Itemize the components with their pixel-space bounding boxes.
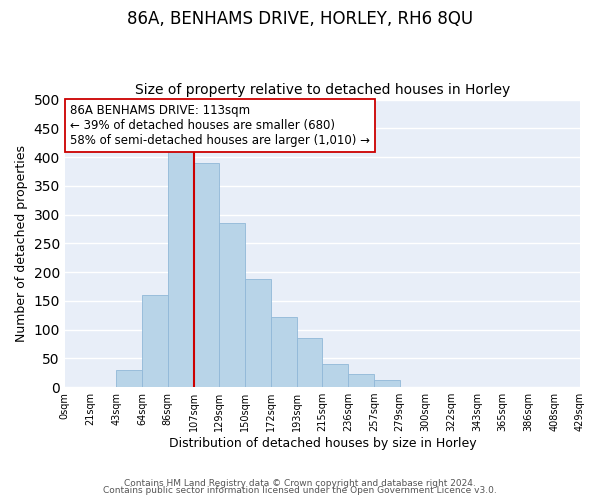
- Bar: [168, 152, 194, 387]
- Bar: [220, 223, 245, 387]
- Bar: [374, 380, 400, 387]
- Title: Size of property relative to detached houses in Horley: Size of property relative to detached ho…: [135, 83, 510, 97]
- Bar: [142, 295, 168, 387]
- Bar: [194, 163, 220, 387]
- Bar: [348, 374, 374, 387]
- Y-axis label: Number of detached properties: Number of detached properties: [15, 145, 28, 342]
- Text: Contains public sector information licensed under the Open Government Licence v3: Contains public sector information licen…: [103, 486, 497, 495]
- Text: 86A, BENHAMS DRIVE, HORLEY, RH6 8QU: 86A, BENHAMS DRIVE, HORLEY, RH6 8QU: [127, 10, 473, 28]
- Bar: [245, 279, 271, 387]
- Bar: [296, 338, 322, 387]
- Bar: [116, 370, 142, 387]
- Bar: [322, 364, 348, 387]
- X-axis label: Distribution of detached houses by size in Horley: Distribution of detached houses by size …: [169, 437, 476, 450]
- Text: 86A BENHAMS DRIVE: 113sqm
← 39% of detached houses are smaller (680)
58% of semi: 86A BENHAMS DRIVE: 113sqm ← 39% of detac…: [70, 104, 370, 147]
- Bar: [271, 317, 296, 387]
- Text: Contains HM Land Registry data © Crown copyright and database right 2024.: Contains HM Land Registry data © Crown c…: [124, 478, 476, 488]
